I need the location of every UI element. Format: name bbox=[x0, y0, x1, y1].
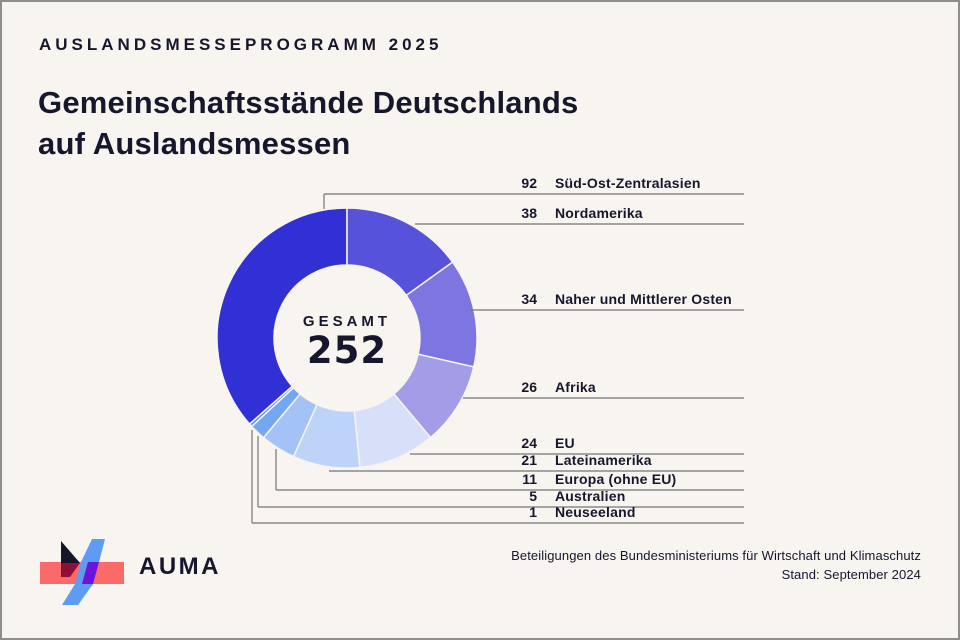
donut-chart bbox=[216, 207, 478, 469]
donut-center-value: 252 bbox=[306, 329, 388, 372]
legend-label: Süd-Ost-Zentralasien bbox=[555, 175, 701, 191]
legend-label: EU bbox=[555, 435, 575, 451]
legend-label: Europa (ohne EU) bbox=[555, 471, 677, 487]
page-title: Gemeinschaftsstände Deutschlands auf Aus… bbox=[38, 82, 578, 164]
legend-value: 11 bbox=[522, 471, 537, 487]
legend-value: 34 bbox=[521, 291, 537, 307]
credit-text: Beteiligungen des Bundesministeriums für… bbox=[511, 546, 921, 584]
page-title-line1: Gemeinschaftsstände Deutschlands bbox=[38, 85, 579, 120]
donut-center-label: GESAMT bbox=[302, 313, 392, 330]
auma-logo bbox=[40, 539, 124, 605]
logo-blue-upper-band bbox=[81, 539, 105, 562]
legend-value: 26 bbox=[521, 379, 537, 395]
auma-wordmark: AUMA bbox=[139, 553, 221, 580]
logo-crimson-triangle bbox=[61, 563, 80, 577]
kicker-text: AUSLANDSMESSEPROGRAMM 2025 bbox=[39, 35, 443, 54]
legend-label: Neuseeland bbox=[555, 504, 636, 520]
donut-segment bbox=[248, 385, 295, 428]
legend-value: 21 bbox=[521, 452, 537, 468]
legend-value: 38 bbox=[521, 205, 537, 221]
legend-value: 92 bbox=[521, 175, 537, 191]
credit-line1: Beteiligungen des Bundesministeriums für… bbox=[511, 548, 921, 563]
legend-label: Nordamerika bbox=[555, 205, 643, 221]
donut-segment bbox=[216, 207, 348, 426]
legend-value: 1 bbox=[529, 504, 537, 520]
logo-purple-overlap bbox=[82, 562, 99, 584]
legend-label: Naher und Mittlerer Osten bbox=[555, 291, 732, 307]
logo-blue-mid-band bbox=[75, 562, 88, 584]
legend-value: 24 bbox=[521, 435, 537, 451]
legend-value: 5 bbox=[529, 488, 537, 504]
legend-label: Lateinamerika bbox=[555, 452, 652, 468]
legend-label: Australien bbox=[555, 488, 626, 504]
page-title-line2: auf Auslandsmessen bbox=[38, 126, 351, 161]
legend-label: Afrika bbox=[555, 379, 596, 395]
logo-navy-triangle bbox=[61, 541, 80, 563]
logo-blue-lower-band bbox=[62, 584, 93, 605]
credit-line2: Stand: September 2024 bbox=[781, 567, 921, 582]
